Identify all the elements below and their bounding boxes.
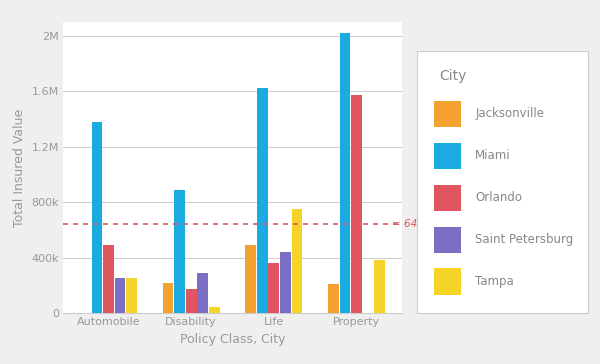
- Text: City: City: [439, 69, 467, 83]
- Bar: [257, 88, 268, 313]
- Bar: [197, 273, 208, 313]
- Bar: [163, 282, 173, 313]
- Bar: [245, 245, 256, 313]
- Y-axis label: Total Insured Value: Total Insured Value: [13, 108, 26, 226]
- Bar: [92, 122, 102, 313]
- X-axis label: Policy Class, City: Policy Class, City: [180, 333, 285, 346]
- Text: Tampa: Tampa: [475, 275, 514, 288]
- Text: Miami: Miami: [475, 149, 511, 162]
- Bar: [268, 263, 279, 313]
- Bar: [280, 252, 291, 313]
- Bar: [186, 289, 197, 313]
- Bar: [328, 284, 339, 313]
- Text: Saint Petersburg: Saint Petersburg: [475, 233, 574, 246]
- Bar: [103, 245, 114, 313]
- Bar: [292, 209, 302, 313]
- Text: Jacksonville: Jacksonville: [475, 107, 544, 120]
- FancyBboxPatch shape: [434, 101, 461, 127]
- Bar: [115, 278, 125, 313]
- Bar: [209, 307, 220, 313]
- Bar: [374, 260, 385, 313]
- Bar: [126, 278, 137, 313]
- Text: Orlando: Orlando: [475, 191, 522, 204]
- FancyBboxPatch shape: [434, 143, 461, 169]
- FancyBboxPatch shape: [434, 226, 461, 253]
- Bar: [340, 33, 350, 313]
- Bar: [351, 95, 362, 313]
- Bar: [174, 190, 185, 313]
- FancyBboxPatch shape: [434, 269, 461, 295]
- Text: = 644,466: = 644,466: [392, 219, 447, 229]
- FancyBboxPatch shape: [434, 185, 461, 211]
